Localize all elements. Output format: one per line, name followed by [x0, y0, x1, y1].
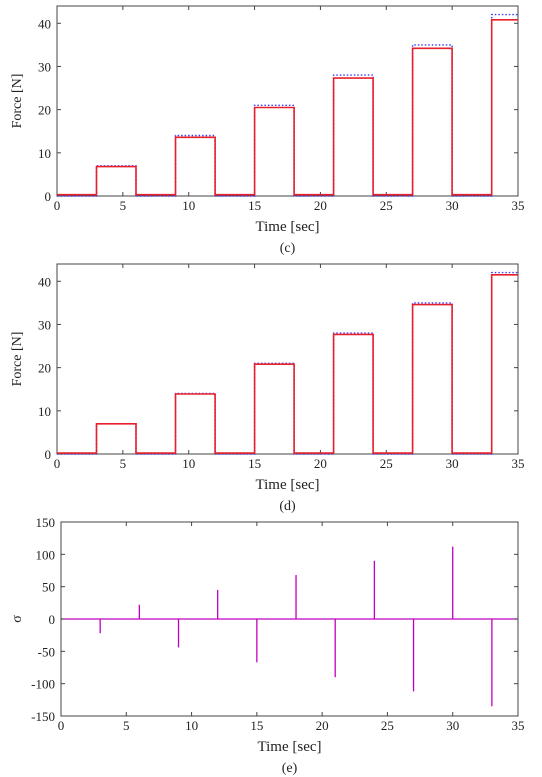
y-tick-label: 0: [49, 612, 56, 627]
chart-panel-e: 0 5 10 15 20 25 30 35 -150 -100 -50 0 50 100 150 Time […: [10, 515, 525, 776]
measured-force-line: [57, 273, 518, 454]
x-tick-label: 25: [380, 198, 393, 213]
y-tick-label: -100: [31, 677, 55, 692]
y-tick-label: 10: [38, 404, 51, 419]
x-tick-label: 15: [248, 456, 261, 471]
panel-caption: (d): [279, 499, 296, 514]
x-tick-label: 25: [380, 456, 393, 471]
x-tick-label: 0: [54, 198, 61, 213]
x-tick-label: 20: [316, 718, 329, 733]
x-tick-label: 35: [512, 718, 525, 733]
y-tick-label: -50: [38, 644, 55, 659]
reference-force-line: [57, 13, 518, 197]
y-tick-label: 20: [38, 103, 51, 118]
x-tick-label: 0: [58, 718, 65, 733]
y-tick-label: 20: [38, 361, 51, 376]
y-tick-label: -150: [31, 709, 55, 724]
x-tick-label: 0: [54, 456, 61, 471]
chart-panel-d: 0 5 10 15 20 25 30 35 0 10 20 30 40 Time [sec] Force […: [10, 263, 525, 514]
y-tick-label: 100: [36, 547, 56, 562]
x-tick-label: 15: [248, 198, 261, 213]
panel-caption: (e): [282, 761, 298, 776]
x-axis-label: Time [sec]: [255, 477, 319, 493]
y-tick-label: 40: [38, 274, 51, 289]
x-tick-label: 10: [182, 198, 195, 213]
x-tick-label: 25: [381, 718, 394, 733]
y-tick-label: 50: [42, 580, 55, 595]
x-tick-label: 10: [185, 718, 198, 733]
panel-caption: (c): [280, 241, 296, 256]
y-tick-label: 0: [45, 189, 52, 204]
x-axis-label: Time [sec]: [257, 739, 321, 755]
x-tick-label: 10: [182, 456, 195, 471]
y-tick-label: 10: [38, 146, 51, 161]
y-tick-label: 0: [45, 447, 52, 462]
y-tick-label: 150: [36, 515, 56, 530]
x-tick-label: 35: [512, 456, 525, 471]
y-tick-label: 40: [38, 16, 51, 31]
x-tick-label: 5: [123, 718, 130, 733]
x-tick-label: 5: [120, 198, 127, 213]
x-tick-label: 30: [446, 718, 459, 733]
x-axis-label: Time [sec]: [255, 219, 319, 235]
y-tick-label: 30: [38, 59, 51, 74]
chart-panel-c: 0 5 10 15 20 25 30 35 0 10 20 30 40 Time [sec] Force […: [10, 5, 525, 256]
x-tick-label: 20: [314, 198, 327, 213]
y-axis-label: Force [N]: [10, 332, 25, 387]
measured-force-line: [57, 18, 518, 196]
x-tick-label: 15: [250, 718, 263, 733]
x-tick-label: 30: [446, 456, 459, 471]
x-tick-label: 20: [314, 456, 327, 471]
y-tick-label: 30: [38, 317, 51, 332]
x-tick-label: 35: [512, 198, 525, 213]
reference-force-line: [57, 271, 518, 455]
y-axis-label: σ: [10, 615, 25, 623]
x-tick-label: 30: [446, 198, 459, 213]
plot-frame: [56, 263, 519, 455]
plot-frame: [56, 5, 519, 197]
y-axis-label: Force [N]: [10, 74, 25, 129]
x-tick-label: 5: [120, 456, 127, 471]
